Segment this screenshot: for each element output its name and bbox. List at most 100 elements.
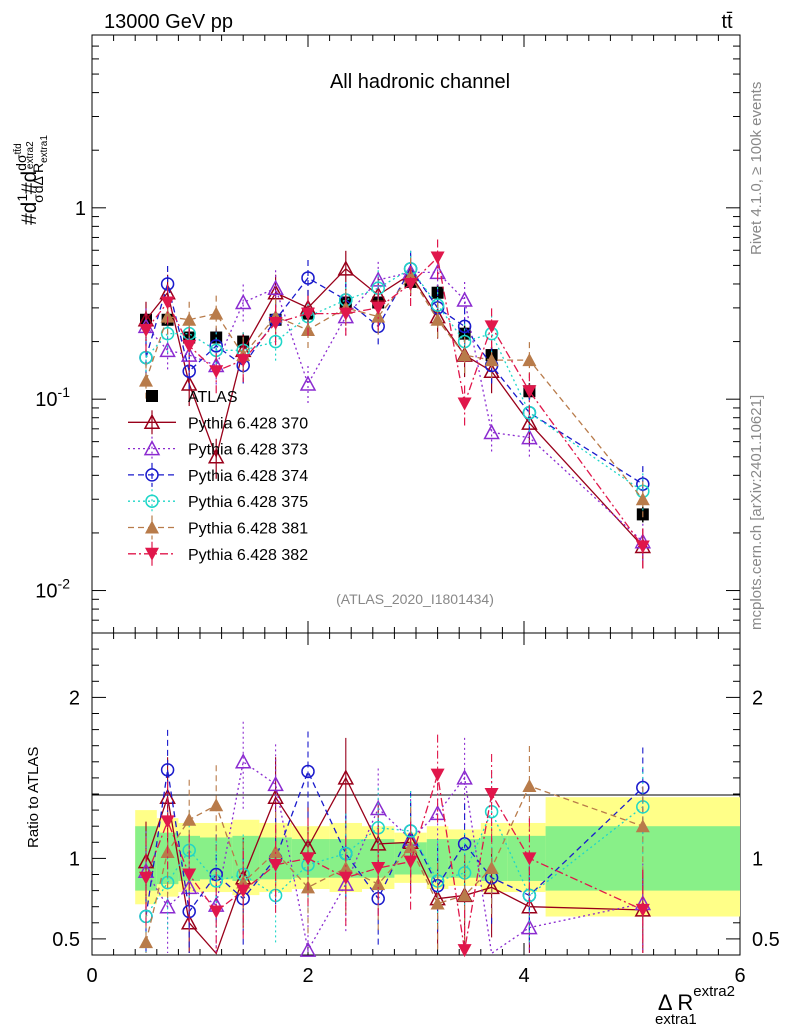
ratio-point: [403, 855, 418, 869]
legend-marker: [146, 390, 158, 402]
data-point: [338, 307, 353, 321]
data-point: [483, 423, 500, 440]
data-point: [371, 309, 386, 323]
mcplots-credit-text: mcplots.cern.ch [arXiv:2401.10621]: [748, 395, 765, 630]
legend-marker: [143, 413, 161, 430]
legend-label: ATLAS: [188, 389, 238, 406]
legend: ATLAS Pythia 6.428 370 Pythia 6.428 373 Pyt…: [128, 389, 308, 566]
data-point: [457, 397, 472, 411]
ratio-point: [139, 871, 153, 885]
ratio-point: [457, 944, 472, 958]
ratio-point: [301, 852, 315, 866]
y-tick-label: 10-1: [35, 384, 70, 411]
data-point: [299, 375, 317, 391]
ratio-point: [484, 861, 499, 875]
ratio-line: [145, 760, 643, 955]
ratio-point: [338, 861, 353, 875]
data-point: [301, 271, 315, 285]
legend-item: ATLAS: [146, 389, 238, 406]
data-point: [430, 298, 445, 312]
data-point: [182, 339, 197, 353]
data-point: [267, 279, 284, 295]
data-point: [430, 251, 445, 265]
legend-item: Pythia 6.428 373: [128, 436, 308, 461]
ratio-y-label: Ratio to ATLAS: [25, 747, 42, 848]
ratio-series-5: [139, 734, 650, 958]
legend-label: Pythia 6.428 370: [188, 415, 308, 432]
ratio-point: [430, 768, 445, 782]
data-point: [268, 317, 283, 331]
x-axis-label: Δ Rextra2 extra1: [655, 983, 735, 1024]
ratio-point: [160, 763, 175, 777]
ratio-point: [635, 819, 650, 833]
data-point: [180, 375, 198, 391]
x-tick-label: 6: [734, 965, 745, 987]
ratio-point: [522, 852, 537, 866]
legend-marker: [145, 468, 159, 482]
ratio-point: [403, 840, 418, 854]
ratio-point: [236, 884, 251, 898]
ratio-point: [268, 844, 283, 858]
data-point: [484, 353, 499, 367]
ratio-point: [635, 903, 650, 917]
legend-item: Pythia 6.428 375: [128, 489, 308, 514]
data-point: [209, 365, 224, 379]
main-title: All hadronic channel: [330, 71, 510, 93]
legend-label: Pythia 6.428 374: [188, 468, 308, 485]
ratio-point: [337, 769, 355, 785]
data-point: [301, 307, 315, 321]
data-point: [236, 354, 251, 368]
y-tick-label: 10-2: [35, 576, 70, 603]
header-left: 13000 GeV pp: [104, 11, 233, 33]
ratio-point: [484, 788, 499, 801]
data-point: [457, 319, 472, 334]
legend-label: Pythia 6.428 375: [188, 494, 308, 511]
x-tick-label: 0: [86, 965, 97, 987]
ratio-point: [182, 868, 197, 882]
data-point: [139, 323, 153, 337]
data-point: [457, 348, 472, 362]
ratio-y-tick-label: 0.5: [52, 929, 80, 951]
legend-label: Pythia 6.428 381: [188, 521, 308, 538]
ratio-point: [209, 798, 224, 812]
data-point: [209, 339, 223, 353]
ratio-point: [457, 888, 472, 902]
ratio-point: [182, 812, 197, 826]
analysis-id: (ATLAS_2020_I1801434): [336, 591, 494, 607]
data-point: [182, 312, 197, 326]
ratio-point: [267, 788, 284, 804]
data-point: [160, 309, 175, 323]
data-point: [268, 334, 283, 349]
ratio-y-tick-label-right: 0.5: [752, 929, 780, 951]
ratio-point: [139, 935, 153, 949]
legend-marker: [145, 494, 159, 508]
data-point: [337, 260, 355, 276]
x-tick-label: 2: [302, 965, 313, 987]
data-point: [139, 373, 153, 387]
legend-item: Pythia 6.428 382: [128, 541, 308, 566]
ratio-point: [522, 778, 537, 792]
ratio-point: [430, 896, 445, 910]
data-point: [209, 306, 224, 320]
legend-label: Pythia 6.428 382: [188, 547, 308, 564]
data-point: [160, 296, 175, 310]
data-point: [484, 320, 499, 334]
main-axis-ticks: 10-2 10-1 1: [35, 34, 741, 634]
legend-item: Pythia 6.428 381: [128, 515, 308, 540]
ratio-point: [301, 764, 315, 779]
ratio-point: [338, 871, 353, 885]
data-point: [522, 385, 537, 399]
ratio-point: [234, 753, 252, 769]
ratio-line: [145, 785, 644, 943]
legend-marker: [145, 520, 159, 534]
ratio-line: [145, 774, 644, 951]
legend-item: Pythia 6.428 374: [128, 462, 308, 487]
svg-text:#d1σ#ddσtt̄ddΔ Rextra1extra2: #d1σ#ddσtt̄ddΔ Rextra1extra2: [12, 135, 50, 225]
ratio-point: [268, 858, 283, 872]
ratio-y-tick-label-right: 1: [752, 848, 763, 870]
data-point: [207, 448, 225, 464]
ratio-point: [521, 919, 538, 935]
data-point: [522, 353, 537, 367]
main-series-group: [137, 239, 652, 569]
